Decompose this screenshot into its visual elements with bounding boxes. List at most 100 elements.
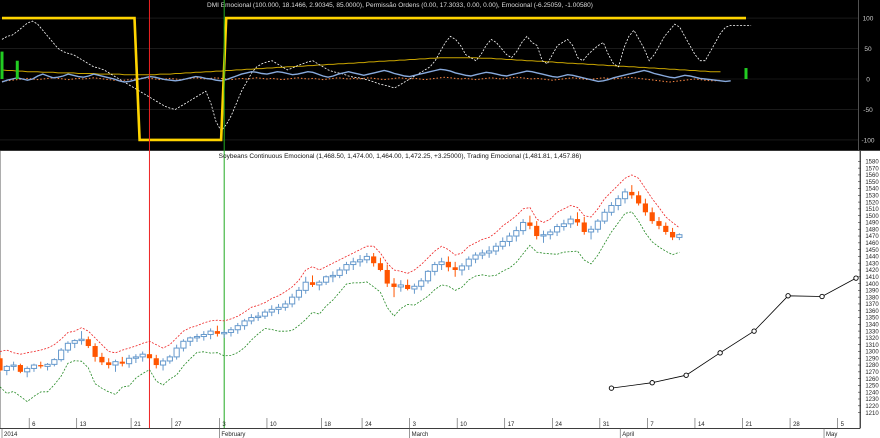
x-tick-label: 31 — [603, 422, 610, 428]
x-tick-label: 3 — [222, 422, 226, 428]
candle — [553, 223, 561, 237]
candle — [371, 253, 377, 267]
x-major-tick-label: February — [221, 432, 245, 438]
candle — [547, 229, 554, 240]
candle — [17, 363, 23, 374]
candle — [282, 300, 289, 311]
x-tick-label: 5 — [841, 422, 845, 428]
x-tick-label: 21 — [746, 422, 753, 428]
candle — [458, 263, 466, 276]
candle — [92, 343, 98, 362]
candle — [411, 283, 418, 294]
trading-emocional-band — [0, 174, 680, 403]
candle-body — [0, 358, 3, 371]
candle-body — [486, 250, 493, 254]
circle-marker — [785, 293, 791, 299]
candle — [173, 344, 180, 360]
candle-body — [397, 284, 404, 288]
candle — [187, 336, 194, 347]
candle-body — [282, 303, 289, 308]
indicator-pane[interactable]: 100 50 0 -50 -100 DMI Emocional (100.000, 18… — [0, 0, 880, 150]
candle-body — [139, 353, 146, 358]
candle-body — [248, 317, 255, 322]
candle-body — [17, 365, 23, 372]
price-y-tick-label: 1450 — [865, 248, 879, 254]
candle — [656, 217, 662, 230]
candle-body — [241, 320, 248, 327]
candle — [10, 361, 17, 371]
x-tick-label: 10 — [460, 422, 467, 428]
candle — [44, 363, 51, 371]
candle-body — [356, 259, 364, 263]
candle — [125, 354, 133, 368]
price-y-tick-label: 1230 — [865, 397, 879, 403]
candle-body — [534, 225, 540, 237]
candle — [663, 222, 669, 235]
price-y-tick-label: 1240 — [865, 390, 879, 396]
price-y-tick-label: 1320 — [865, 336, 879, 342]
candle-body — [125, 357, 133, 365]
x-tick-label: 24 — [555, 422, 562, 428]
candle — [479, 249, 486, 260]
price-y-tick-label: 1550 — [865, 180, 879, 186]
candle-body — [187, 337, 194, 342]
candle-body — [92, 346, 98, 357]
candle — [676, 233, 683, 241]
candle — [85, 336, 91, 349]
candle — [472, 252, 479, 264]
candle — [329, 271, 336, 283]
x-tick-label: 3 — [413, 422, 417, 428]
candle — [594, 219, 601, 233]
x-tick-label: 21 — [134, 422, 141, 428]
price-y-tick-label: 1370 — [865, 302, 879, 308]
candle-body — [336, 269, 343, 276]
indicator-title: DMI Emocional (100.000, 18.1466, 2.90345… — [207, 2, 593, 9]
circle-markers — [608, 275, 859, 391]
candle — [38, 361, 44, 369]
candle-body — [173, 347, 180, 358]
candle-body — [261, 311, 269, 317]
indicator-line-adx — [1, 20, 752, 132]
candle — [384, 264, 390, 287]
candle-body — [200, 333, 207, 338]
indicator-series — [0, 16, 752, 142]
candle — [268, 305, 275, 317]
candle-body — [520, 221, 527, 232]
candle-body — [458, 265, 466, 271]
price-y-tick-label: 1280 — [865, 363, 879, 369]
price-candles — [0, 185, 683, 378]
candle-body — [560, 223, 567, 228]
candle-body — [207, 330, 214, 335]
candle — [302, 276, 309, 294]
price-y-tick-label: 1330 — [865, 329, 879, 335]
candle — [452, 261, 458, 277]
candle — [629, 185, 635, 199]
candle-body — [99, 356, 105, 363]
candle — [520, 219, 527, 235]
candle — [465, 256, 472, 270]
candle — [275, 303, 282, 315]
candle — [492, 242, 500, 256]
candle-body — [669, 231, 676, 238]
circle-marker — [853, 275, 859, 281]
candle-body — [106, 362, 112, 366]
candle — [24, 366, 31, 378]
price-y-tick-label: 1270 — [865, 370, 879, 376]
x-tick-label: 28 — [793, 422, 800, 428]
candle — [64, 341, 72, 353]
price-y-tick-label: 1490 — [865, 221, 879, 227]
x-major-tick-label: April — [622, 432, 634, 438]
indicator-y-tick-label: 0 — [866, 77, 870, 84]
candle — [424, 269, 432, 284]
price-y-tick-label: 1290 — [865, 356, 879, 362]
x-tick-label: 13 — [80, 422, 87, 428]
candle — [431, 261, 438, 276]
price-y-tick-label: 1480 — [865, 227, 879, 233]
candle-body — [24, 367, 31, 373]
circle-marker — [608, 385, 615, 391]
candle-body — [601, 211, 608, 222]
candle — [669, 227, 676, 241]
candle — [397, 280, 404, 292]
